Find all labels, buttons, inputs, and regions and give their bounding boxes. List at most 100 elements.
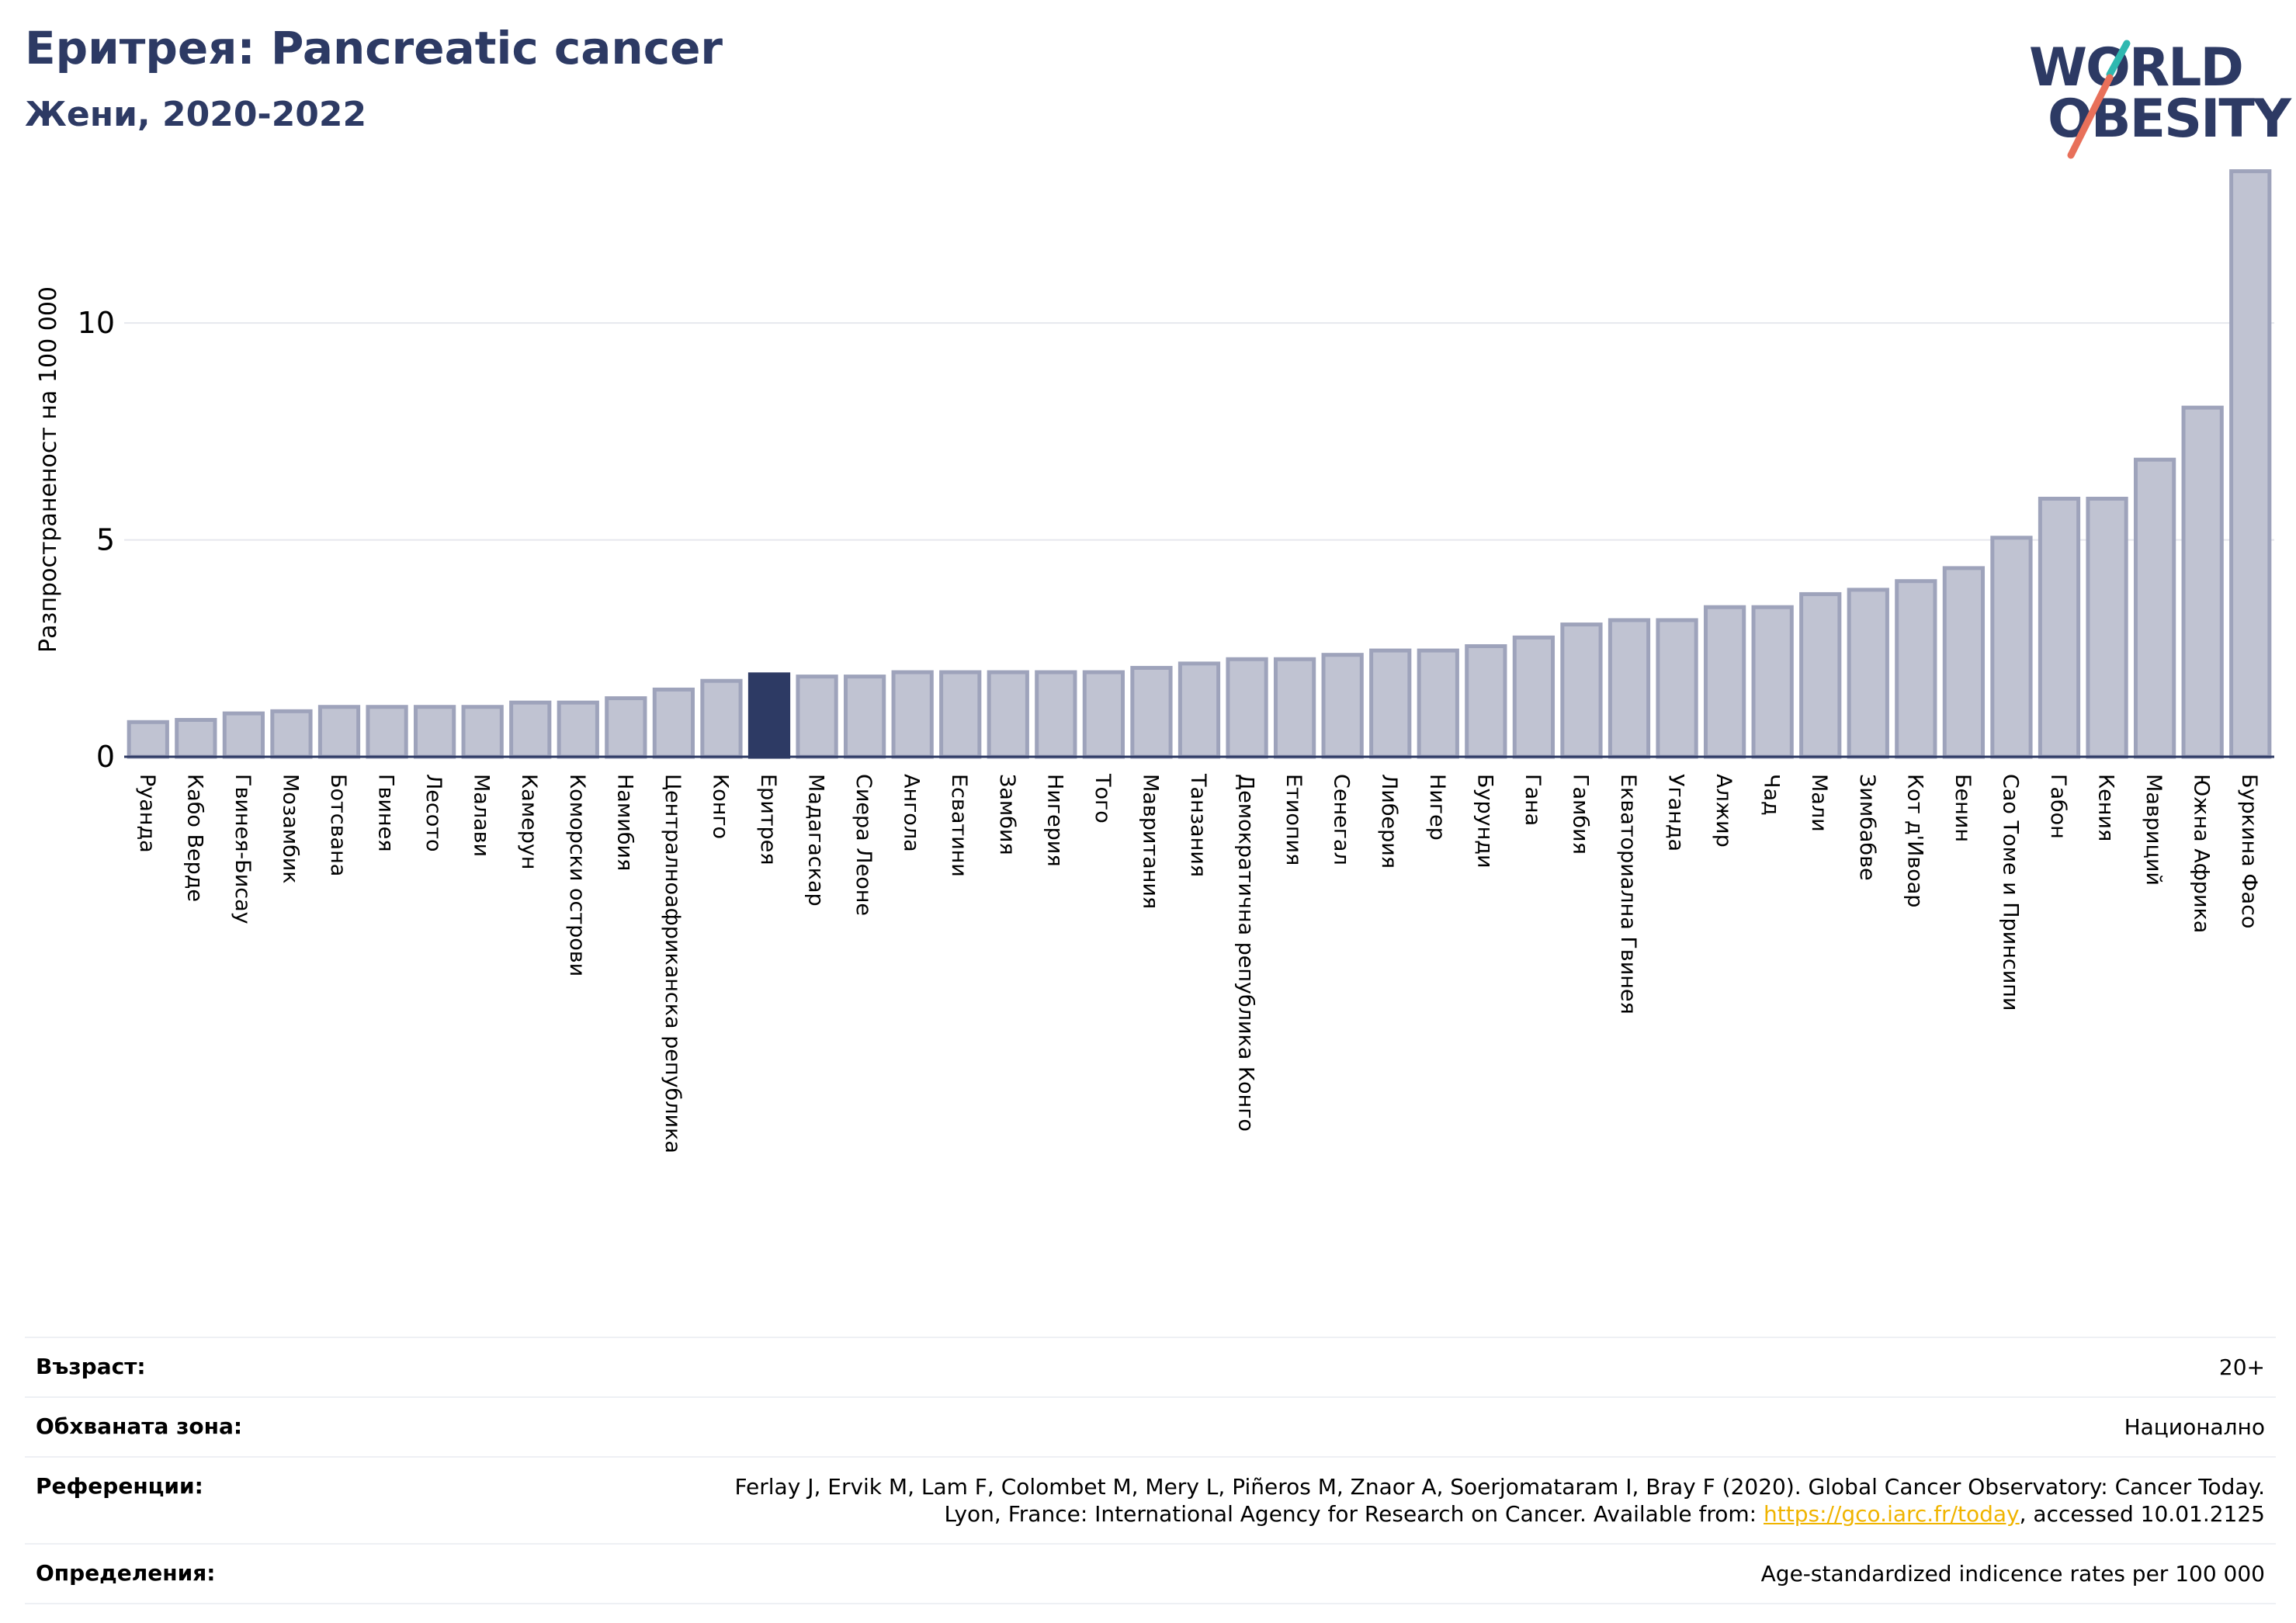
x-tick-label: Зимбабве: [1855, 774, 1879, 881]
x-tick-label: Еритрея: [756, 774, 780, 865]
x-tick-label: Габон: [2046, 774, 2070, 839]
references-line-1: Ferlay J, Ervik M, Lam F, Colombet M, Me…: [734, 1474, 2265, 1500]
bar: [1369, 648, 1412, 759]
bar: [1942, 566, 1986, 759]
x-tick-label: Сао Томе и Принсипи: [1998, 774, 2022, 1011]
x-tick-label: Гана: [1521, 774, 1545, 826]
x-tick-label: Буркина Фасо: [2237, 774, 2261, 928]
x-tick-label: Конго: [708, 774, 732, 839]
bar: [509, 700, 552, 759]
bar: [222, 711, 265, 759]
x-tick-label: Камерун: [517, 774, 541, 869]
age-label: Възраст:: [36, 1354, 146, 1379]
bar-chart: 0 5 10 Разпространеност на 100 000 Руанда Каб…: [35, 169, 2274, 1153]
bar: [652, 687, 695, 759]
meta-row-age: Възраст: 20+: [25, 1337, 2276, 1396]
bar: [939, 670, 982, 759]
bar: [1560, 622, 1603, 759]
x-tick-label: Мозамбик: [278, 774, 302, 884]
y-tick-label: 5: [96, 523, 115, 557]
bar: [270, 709, 313, 759]
x-tick-label: Кот д'Ивоар: [1902, 774, 1927, 907]
bar: [796, 675, 838, 759]
bar: [1417, 648, 1459, 759]
bar: [461, 705, 504, 759]
references-value: Ferlay J, Ervik M, Lam F, Colombet M, Me…: [734, 1473, 2265, 1528]
x-tick-label: Ангола: [900, 774, 924, 852]
meta-row-area: Обхваната зона: Национално: [25, 1396, 2276, 1456]
age-value: 20+: [2218, 1354, 2265, 1380]
bar: [557, 700, 599, 759]
bar: [700, 678, 743, 759]
bar: [1751, 605, 1794, 759]
x-tick-label: Кения: [2094, 774, 2118, 841]
x-tick-label: Мавриций: [2142, 774, 2166, 886]
references-link[interactable]: https://gco.iarc.fr/today: [1764, 1501, 2020, 1527]
bar: [1273, 657, 1316, 759]
references-line-2-text: Lyon, France: International Agency for R…: [944, 1501, 1764, 1527]
x-tick-label: Гвинея-Бисау: [231, 774, 255, 924]
chart-subtitle: Жени, 2020-2022: [25, 95, 367, 134]
bar: [1703, 605, 1746, 759]
references-accessed-text: , accessed 10.01.2125: [2019, 1501, 2265, 1527]
y-tick-label: 0: [96, 740, 115, 774]
logo-slash-icon: [2067, 40, 2131, 159]
x-tick-label: Гвинея: [374, 774, 398, 851]
y-tick-label: 10: [78, 306, 115, 340]
x-tick-label: Замбия: [995, 774, 1019, 855]
bar: [1847, 588, 1889, 759]
x-tick-label: Бурунди: [1472, 774, 1497, 869]
bar-highlighted: [747, 672, 791, 759]
x-tick-label: Кабо Верде: [182, 774, 206, 902]
meta-row-definitions: Определения: Age-standardized indicence …: [25, 1543, 2276, 1604]
bar: [366, 705, 408, 759]
x-tick-label: Чад: [1760, 774, 1784, 816]
x-tick-label: Алжир: [1712, 774, 1736, 848]
bar: [1465, 644, 1507, 759]
bar: [1177, 661, 1221, 759]
x-tick-label: Сиера Леоне: [851, 774, 876, 916]
bar: [1082, 670, 1125, 759]
area-label: Обхваната зона:: [36, 1413, 243, 1439]
bar: [175, 718, 217, 759]
bar: [891, 670, 934, 759]
x-tick-label: Коморски острови: [565, 774, 589, 976]
x-tick-label: Ботсвана: [326, 774, 350, 876]
bar: [2086, 497, 2128, 759]
x-tick-label: Гамбия: [1568, 774, 1592, 855]
bar: [1608, 618, 1651, 759]
bar: [127, 720, 169, 759]
x-tick-label: Бенин: [1951, 774, 1975, 842]
bar: [605, 696, 647, 759]
bar: [2229, 169, 2272, 759]
x-tick-label: Нигерия: [1042, 774, 1066, 867]
x-tick-label: Малави: [470, 774, 494, 857]
y-axis-label: Разпространеност на 100 000: [35, 286, 62, 653]
x-tick-label: Танзания: [1186, 773, 1210, 877]
x-tick-label: Мадагаскар: [804, 774, 828, 907]
x-tick-label: Централноафриканска република: [661, 774, 685, 1153]
bar: [987, 670, 1029, 759]
chart-title: Еритрея: Pancreatic cancer: [25, 22, 723, 75]
meta-row-references: Референции: Ferlay J, Ervik M, Lam F, Co…: [25, 1456, 2276, 1543]
bar: [1035, 670, 1077, 759]
x-tick-label: Руанда: [135, 774, 159, 853]
metadata-table: Възраст: 20+ Обхваната зона: Национално …: [25, 1337, 2276, 1604]
bar: [1799, 591, 1842, 759]
bar: [843, 675, 886, 759]
x-tick-label: Намибия: [612, 774, 636, 871]
x-tick-label: Уганда: [1664, 774, 1688, 851]
bar: [2133, 457, 2176, 759]
bar: [1512, 635, 1556, 759]
x-tick-label: Южна Африка: [2190, 774, 2214, 933]
bar: [1895, 579, 1937, 759]
x-tick-label: Екваториална Гвинея: [1616, 774, 1640, 1014]
x-tick-label: Мали: [1807, 774, 1831, 832]
x-tick-label: Нигер: [1425, 774, 1449, 841]
references-label: Референции:: [36, 1473, 203, 1499]
bar: [1656, 618, 1698, 759]
x-tick-label: Либерия: [1377, 774, 1401, 869]
bar: [2181, 405, 2224, 759]
world-obesity-logo: WORLD OBESITY: [2018, 19, 2291, 166]
x-tick-label: Лесото: [421, 774, 446, 852]
